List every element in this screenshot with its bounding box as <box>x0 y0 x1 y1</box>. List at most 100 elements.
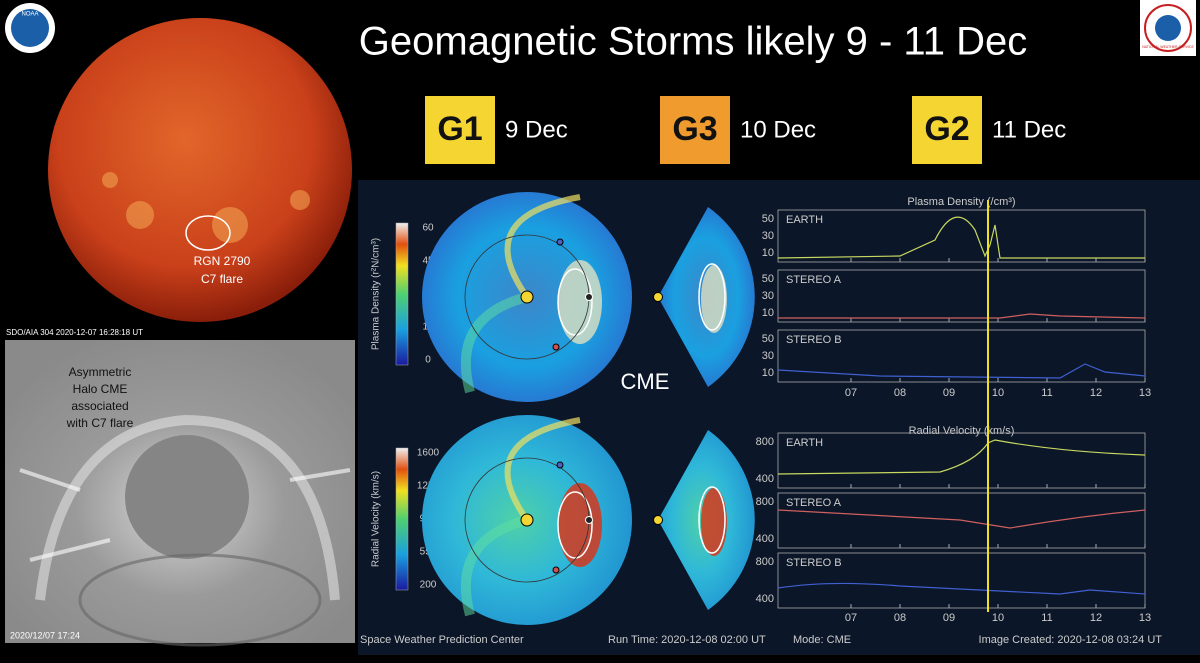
series-line <box>777 582 1146 595</box>
colorbar-tick: 1600 <box>417 448 440 459</box>
x-tick-label: 10 <box>992 387 1004 399</box>
series-line <box>777 363 1146 379</box>
series-line <box>777 439 1146 475</box>
x-tick-label: 09 <box>943 387 955 399</box>
noaa-logo-inner <box>11 9 49 47</box>
cme-annotation: with C7 flare <box>66 416 134 430</box>
plot-title: Plasma Density (/cm³) <box>907 196 1015 208</box>
occulter <box>125 435 249 559</box>
y-tick-label: 30 <box>762 350 774 362</box>
panel-name: STEREO A <box>786 274 842 286</box>
x-tick-label: 12 <box>1090 387 1102 399</box>
cme-label: CME <box>621 369 670 394</box>
cme-streamer <box>19 468 351 562</box>
footer-center: Space Weather Prediction Center <box>360 634 524 646</box>
x-tick-label: 07 <box>845 612 857 624</box>
y-tick-label: 400 <box>756 533 774 545</box>
panel-name: EARTH <box>786 214 823 226</box>
spiral-arm <box>461 292 529 394</box>
cme-front <box>558 483 602 567</box>
series-line <box>777 509 1146 529</box>
footer-created: Image Created: 2020-12-08 03:24 UT <box>979 634 1163 646</box>
y-tick-label: 400 <box>756 473 774 485</box>
plot-panel <box>777 269 1146 323</box>
spiral-arm <box>504 417 581 522</box>
storm-level: G1 <box>437 110 482 148</box>
x-tick-label: 10 <box>992 612 1004 624</box>
wedge-cme <box>701 265 727 333</box>
cme-front <box>558 260 602 344</box>
active-region <box>126 201 154 229</box>
y-tick-label: 50 <box>762 213 774 225</box>
storm-date: 10 Dec <box>740 116 816 143</box>
colorbar <box>395 222 409 366</box>
wedge-outline <box>698 263 726 331</box>
colorbar-tick: 200 <box>420 580 437 591</box>
y-tick-label: 10 <box>762 307 774 319</box>
panel-name: STEREO A <box>786 497 842 509</box>
stereo-a-marker <box>556 238 564 246</box>
title: Geomagnetic Storms likely 9 - 11 Dec <box>359 20 1027 64</box>
storm-level: G3 <box>672 110 717 148</box>
plot-panel <box>777 329 1146 383</box>
flare-marker <box>185 215 231 251</box>
nws-logo-text: NATIONAL WEATHER SERVICE <box>1142 45 1194 49</box>
stereo-b-marker <box>552 566 560 574</box>
storm-date: 9 Dec <box>505 116 568 143</box>
cme-annotation: associated <box>71 399 128 413</box>
y-tick-label: 10 <box>762 247 774 259</box>
x-tick-label: 13 <box>1139 387 1151 399</box>
colorbar-label: Plasma Density (r²N/cm³) <box>371 238 382 350</box>
plot-panel <box>777 432 1146 489</box>
y-tick-label: 400 <box>756 593 774 605</box>
spiral-arm <box>504 194 581 299</box>
earth-marker <box>585 516 593 524</box>
panel-name: STEREO B <box>786 557 842 569</box>
panel-name: EARTH <box>786 437 823 449</box>
y-tick-label: 800 <box>756 496 774 508</box>
sun-annotation: C7 flare <box>201 272 243 286</box>
wedge-sun <box>653 292 663 302</box>
stereo-a-marker <box>556 461 564 469</box>
storm-level: G2 <box>924 110 969 148</box>
plot-panel <box>777 209 1146 263</box>
plot-panel <box>777 552 1146 609</box>
y-tick-label: 10 <box>762 367 774 379</box>
cme-timestamp: 2020/12/07 17:24 <box>10 630 80 640</box>
colorbar-tick: 45 <box>422 256 434 267</box>
series-line <box>777 216 1145 259</box>
colorbar <box>395 447 409 591</box>
panel-name: STEREO B <box>786 334 842 346</box>
sun-caption: SDO/AIA 304 2020-12-07 16:28:18 UT <box>6 328 143 337</box>
cme-halo <box>35 414 340 601</box>
wedge-cme <box>701 488 727 556</box>
y-tick-label: 800 <box>756 436 774 448</box>
x-tick-label: 11 <box>1041 612 1052 624</box>
spiral-arm <box>461 515 529 617</box>
colorbar-tick: 60 <box>422 223 434 234</box>
plot-title: Radial Velocity (km/s) <box>909 425 1015 437</box>
sun-annotation: RGN 2790 <box>194 254 251 268</box>
noaa-logo-text: NOAA <box>21 12 38 18</box>
series-line <box>778 313 1146 319</box>
cme-loop <box>78 553 322 647</box>
sun-marker <box>520 290 534 304</box>
active-region <box>290 190 310 210</box>
cme-annotation: Asymmetric <box>69 365 132 379</box>
cme-annotation: Halo CME <box>73 382 128 396</box>
x-tick-label: 09 <box>943 612 955 624</box>
y-tick-label: 50 <box>762 273 774 285</box>
active-region <box>102 172 118 188</box>
y-tick-label: 30 <box>762 230 774 242</box>
sun-marker <box>520 513 534 527</box>
earth-marker <box>585 293 593 301</box>
active-region <box>212 207 248 243</box>
x-tick-label: 08 <box>894 612 906 624</box>
y-tick-label: 800 <box>756 556 774 568</box>
footer-mode: Mode: CME <box>793 634 851 646</box>
storm-badge <box>912 96 982 164</box>
colorbar-label: Radial Velocity (km/s) <box>371 471 382 567</box>
storm-badge <box>660 96 730 164</box>
cme-outline <box>557 268 593 336</box>
